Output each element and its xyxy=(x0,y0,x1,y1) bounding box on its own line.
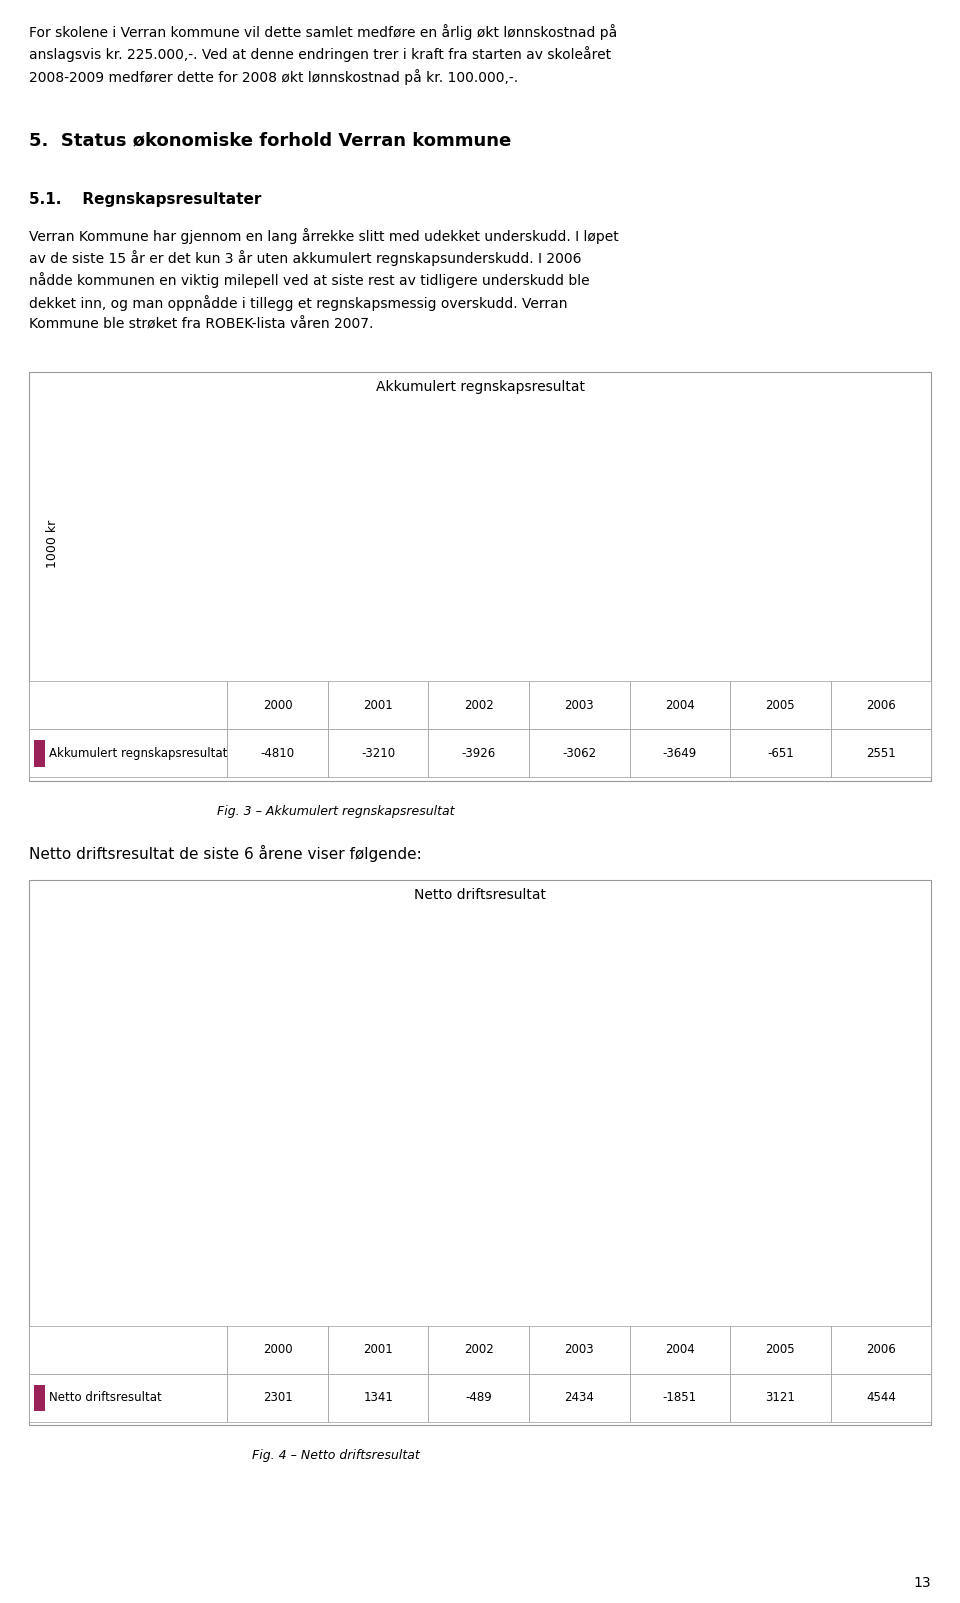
Bar xyxy=(606,1170,662,1263)
Text: Kommune ble strøket fra ROBEK-lista våren 2007.: Kommune ble strøket fra ROBEK-lista våre… xyxy=(29,317,373,332)
Text: 5.  Status økonomiske forhold Verran kommune: 5. Status økonomiske forhold Verran komm… xyxy=(29,131,511,149)
Text: -3649: -3649 xyxy=(662,747,697,760)
Text: 2003: 2003 xyxy=(564,699,594,712)
Text: Verran Kommune har gjennom en lang årrekke slitt med udekket underskudd. I løpet: Verran Kommune har gjennom en lang årrek… xyxy=(29,228,618,244)
Bar xyxy=(832,450,889,518)
Text: anslagsvis kr. 225.000,-. Ved at denne endringen trer i kraft fra starten av sko: anslagsvis kr. 225.000,-. Ved at denne e… xyxy=(29,46,611,63)
Bar xyxy=(719,1015,776,1170)
Text: 2004: 2004 xyxy=(665,699,695,712)
Text: 2003: 2003 xyxy=(564,1343,594,1356)
Text: Akkumulert regnskapsresultat: Akkumulert regnskapsresultat xyxy=(375,380,585,394)
Text: -489: -489 xyxy=(466,1391,492,1404)
Text: -3210: -3210 xyxy=(361,747,396,760)
Bar xyxy=(153,1055,209,1170)
Text: Netto driftsresultat de siste 6 årene viser følgende:: Netto driftsresultat de siste 6 årene vi… xyxy=(29,845,421,862)
Text: 2006: 2006 xyxy=(866,1343,896,1356)
Text: -1851: -1851 xyxy=(662,1391,697,1404)
Bar xyxy=(606,518,662,614)
Text: -4810: -4810 xyxy=(260,747,295,760)
Bar xyxy=(379,1170,436,1196)
Text: Fig. 4 – Netto driftsresultat: Fig. 4 – Netto driftsresultat xyxy=(252,1449,420,1462)
Text: 2006: 2006 xyxy=(866,699,896,712)
Text: 2000: 2000 xyxy=(263,699,293,712)
Text: Netto driftsresultat: Netto driftsresultat xyxy=(414,888,546,902)
Text: Akkumulert regnskapsresultat: Akkumulert regnskapsresultat xyxy=(49,747,228,760)
Text: 1000 kr: 1000 kr xyxy=(46,519,60,569)
Text: 1341: 1341 xyxy=(363,1391,393,1404)
Text: 13: 13 xyxy=(914,1576,931,1590)
Text: nådde kommunen en viktig milepell ved at siste rest av tidligere underskudd ble: nådde kommunen en viktig milepell ved at… xyxy=(29,273,589,289)
Text: 2001: 2001 xyxy=(363,699,393,712)
Text: 3121: 3121 xyxy=(765,1391,795,1404)
Text: dekket inn, og man oppnådde i tillegg et regnskapsmessig overskudd. Verran: dekket inn, og man oppnådde i tillegg et… xyxy=(29,295,567,311)
Text: 2000: 2000 xyxy=(263,1343,293,1356)
Text: -3062: -3062 xyxy=(563,747,596,760)
Bar xyxy=(492,1048,549,1170)
Bar xyxy=(266,1103,323,1170)
Text: 2002: 2002 xyxy=(464,1343,493,1356)
Text: 5.1.    Regnskapsresultater: 5.1. Regnskapsresultater xyxy=(29,192,261,207)
Bar xyxy=(492,518,549,600)
Text: -3926: -3926 xyxy=(462,747,495,760)
Text: 2301: 2301 xyxy=(263,1391,293,1404)
Text: Fig. 3 – Akkumulert regnskapsresultat: Fig. 3 – Akkumulert regnskapsresultat xyxy=(217,805,455,818)
Text: 2008-2009 medfører dette for 2008 økt lønnskostnad på kr. 100.000,-.: 2008-2009 medfører dette for 2008 økt lø… xyxy=(29,69,518,85)
Bar xyxy=(266,518,323,603)
Text: -651: -651 xyxy=(767,747,794,760)
Text: 2551: 2551 xyxy=(866,747,896,760)
Bar xyxy=(153,518,209,644)
Text: Netto driftsresultat: Netto driftsresultat xyxy=(49,1391,161,1404)
Text: For skolene i Verran kommune vil dette samlet medføre en årlig økt lønnskostnad : For skolene i Verran kommune vil dette s… xyxy=(29,24,617,40)
Text: av de siste 15 år er det kun 3 år uten akkumulert regnskapsunderskudd. I 2006: av de siste 15 år er det kun 3 år uten a… xyxy=(29,250,582,266)
Text: 2005: 2005 xyxy=(765,699,795,712)
Bar xyxy=(719,518,776,535)
Text: 2434: 2434 xyxy=(564,1391,594,1404)
Text: 2001: 2001 xyxy=(363,1343,393,1356)
Text: 4544: 4544 xyxy=(866,1391,896,1404)
Text: 2005: 2005 xyxy=(765,1343,795,1356)
Bar xyxy=(832,943,889,1170)
Bar xyxy=(379,518,436,622)
Text: 2002: 2002 xyxy=(464,699,493,712)
Text: 2004: 2004 xyxy=(665,1343,695,1356)
